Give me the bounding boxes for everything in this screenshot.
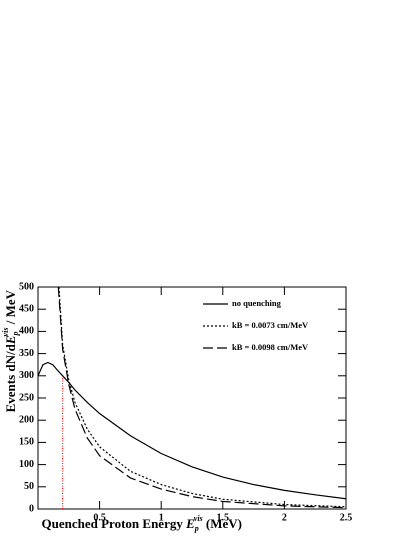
x-tick-label: 0.5 bbox=[93, 512, 106, 523]
legend-label: no quenching bbox=[232, 298, 282, 308]
x-tick-label: 1 bbox=[159, 512, 164, 523]
y-tick-label: 250 bbox=[19, 392, 34, 403]
x-label-unit: (MeV) bbox=[203, 516, 242, 531]
series-line bbox=[57, 287, 346, 509]
y-axis-label: Events dN/dEpvis / MeV bbox=[1, 289, 20, 412]
y-tick-label: 100 bbox=[19, 459, 34, 470]
y-label-symbol: E bbox=[3, 335, 18, 345]
y-label-sub: p bbox=[11, 331, 20, 336]
y-tick-label: 50 bbox=[24, 481, 34, 492]
y-tick-label: 350 bbox=[19, 348, 34, 359]
y-label-text: Events dN/d bbox=[3, 343, 18, 412]
x-tick-label: 2.5 bbox=[340, 512, 353, 523]
y-tick-label: 400 bbox=[19, 326, 34, 337]
y-tick-label: 150 bbox=[19, 437, 34, 448]
x-label-sup: vis bbox=[194, 514, 203, 523]
y-tick-label: 450 bbox=[19, 303, 34, 314]
x-tick-label: 1.5 bbox=[217, 512, 230, 523]
y-tick-label: 200 bbox=[19, 414, 34, 425]
y-tick-label: 500 bbox=[19, 281, 34, 292]
x-label-symbol: E bbox=[185, 516, 195, 531]
legend-label: kB = 0.0073 cm/MeV bbox=[232, 320, 309, 330]
legend-label: kB = 0.0098 cm/MeV bbox=[232, 342, 309, 352]
series-line bbox=[38, 361, 346, 500]
x-axis-label: Quenched Proton Energy Epvis (MeV) bbox=[42, 514, 242, 533]
x-label-sub: p bbox=[194, 524, 199, 533]
x-label-text: Quenched Proton Energy bbox=[42, 516, 187, 531]
y-label-sup: vis bbox=[1, 328, 10, 337]
x-tick-label: 2 bbox=[282, 512, 287, 523]
y-tick-label: 300 bbox=[19, 370, 34, 381]
y-tick-label: 0 bbox=[29, 503, 34, 514]
y-label-unit: / MeV bbox=[3, 289, 18, 327]
